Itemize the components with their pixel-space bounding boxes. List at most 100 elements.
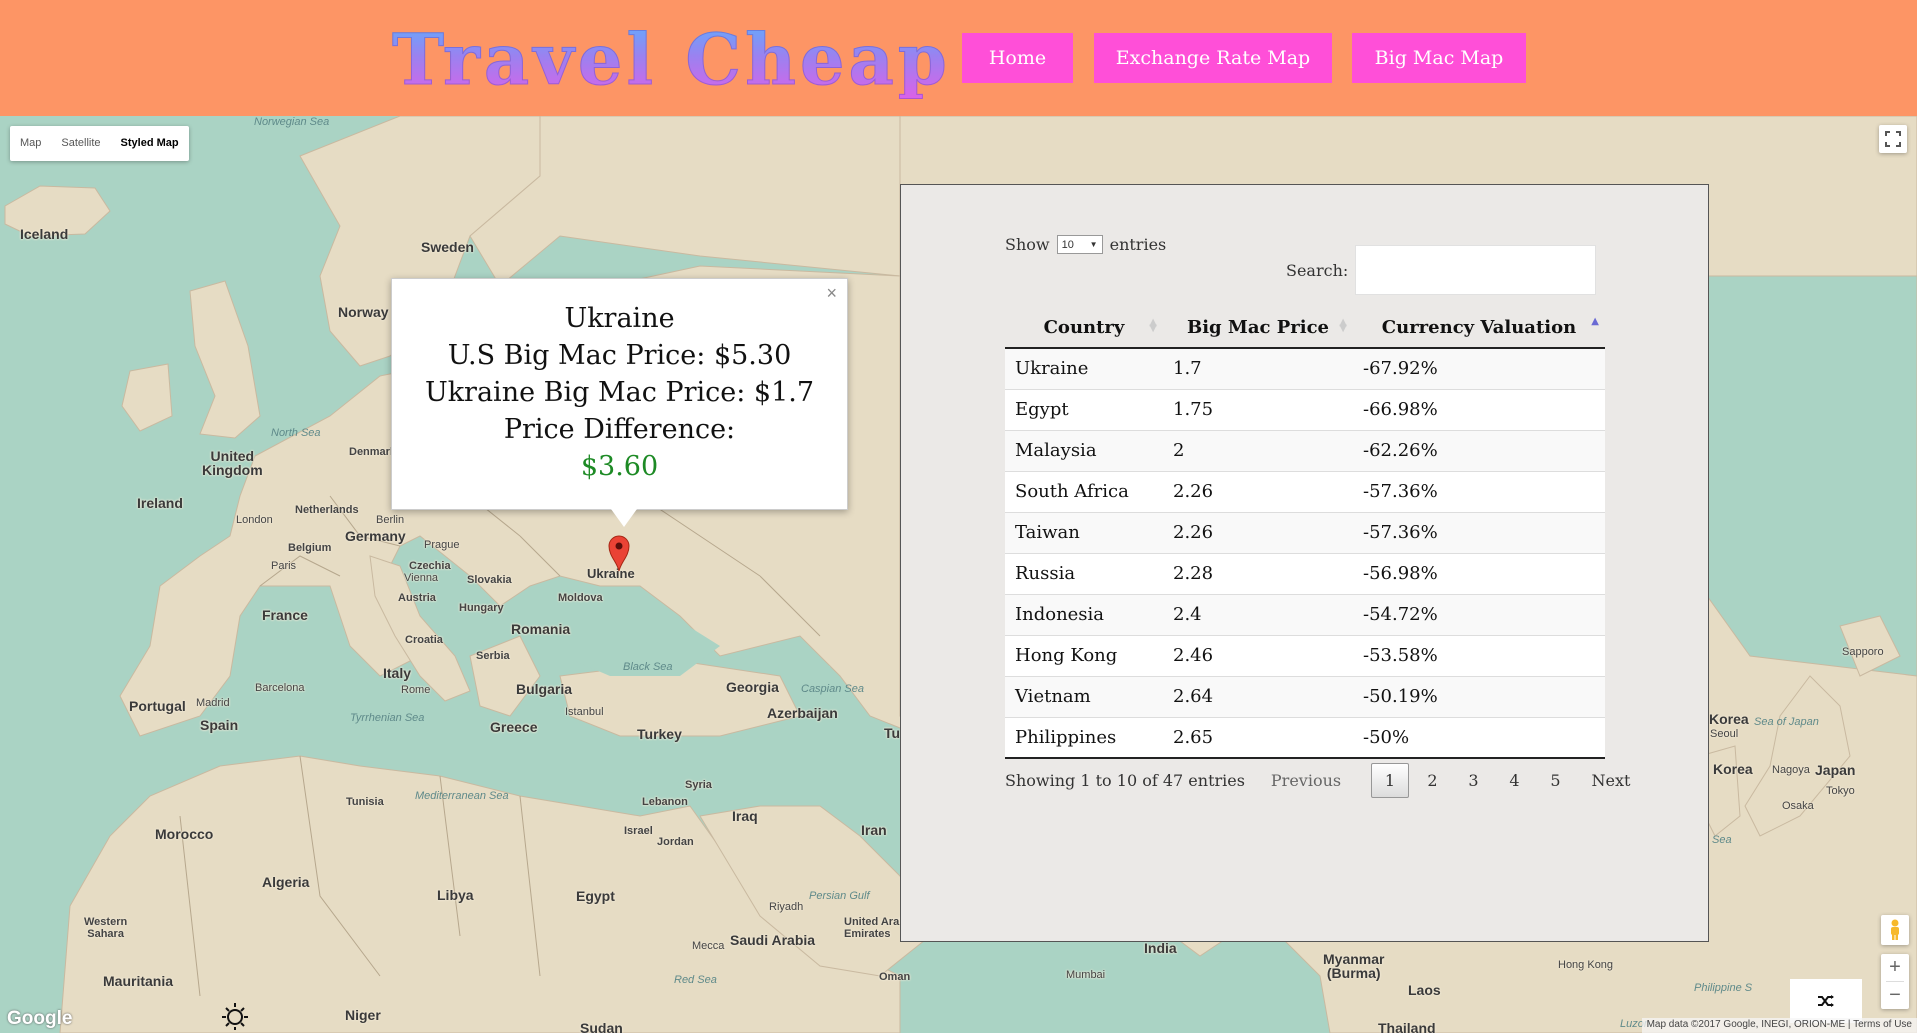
cell-big-mac-price: 2.4 (1163, 593, 1353, 635)
label-iceland: Iceland (20, 226, 69, 242)
label-tokyo: Tokyo (1826, 785, 1855, 797)
info-diff-value: $3.60 (580, 451, 659, 482)
cell-currency-valuation: -54.72% (1353, 593, 1605, 635)
pagination-page-button[interactable]: 5 (1550, 771, 1561, 790)
label-black-sea: Black Sea (623, 661, 673, 673)
pagination-page-button[interactable]: 2 (1427, 771, 1438, 790)
table-row[interactable]: Taiwan 2.26 -57.36% (1005, 511, 1605, 553)
column-header-currency-valuation[interactable]: Currency Valuation ▲ (1353, 307, 1605, 349)
label-saudi-arabia: Saudi Arabia (730, 932, 816, 948)
big-mac-table: Country ▲ ▼ Big Mac Price ▲ ▼ Currency Val… (1005, 307, 1605, 759)
table-row[interactable]: Malaysia 2 -62.26% (1005, 429, 1605, 471)
table-row[interactable]: Vietnam 2.64 -50.19% (1005, 675, 1605, 717)
cell-country: Vietnam (1005, 675, 1163, 717)
label-syria: Syria (685, 779, 712, 791)
cell-big-mac-price: 2.65 (1163, 716, 1353, 759)
table-row[interactable]: Egypt 1.75 -66.98% (1005, 388, 1605, 430)
street-view-pegman[interactable] (1881, 915, 1909, 945)
show-entries: Show 10 ▼ entries (1005, 235, 1166, 254)
table-row[interactable]: Hong Kong 2.46 -53.58% (1005, 634, 1605, 676)
nav-exchange-rate-map-button[interactable]: Exchange Rate Map (1094, 33, 1332, 83)
table-row[interactable]: Indonesia 2.4 -54.72% (1005, 593, 1605, 635)
label-france: France (262, 607, 308, 623)
label-laos: Laos (1408, 982, 1441, 998)
info-us-price: U.S Big Mac Price: $5.30 (447, 340, 792, 371)
entries-per-page-value: 10 (1061, 238, 1074, 251)
column-header-big-mac-price[interactable]: Big Mac Price ▲ ▼ (1163, 307, 1353, 349)
table-row[interactable]: Ukraine 1.7 -67.92% (1005, 347, 1605, 389)
label-nagoya: Nagoya (1772, 764, 1810, 776)
cell-country: Egypt (1005, 388, 1163, 430)
cell-big-mac-price: 1.75 (1163, 388, 1353, 430)
fullscreen-button[interactable] (1879, 125, 1907, 153)
label-georgia: Georgia (726, 679, 779, 695)
column-header-label: Currency Valuation (1381, 316, 1577, 338)
fullscreen-icon (1885, 131, 1901, 147)
table-info: Showing 1 to 10 of 47 entries (1005, 771, 1245, 790)
zoom-out-button[interactable]: − (1889, 984, 1901, 1006)
search-input[interactable] (1355, 245, 1596, 295)
label-persian-gulf: Persian Gulf (809, 890, 870, 902)
cell-country: Indonesia (1005, 593, 1163, 635)
label-mecca: Mecca (692, 940, 725, 952)
cell-country: Ukraine (1005, 347, 1163, 389)
site-logo[interactable]: Travel Cheap (392, 18, 951, 102)
pagination-page-button[interactable]: 1 (1371, 763, 1409, 798)
label-slovakia: Slovakia (467, 574, 512, 586)
column-header-country[interactable]: Country ▲ ▼ (1005, 307, 1163, 349)
label-caspian-sea: Caspian Sea (801, 683, 864, 695)
pagination-page-button[interactable]: 4 (1509, 771, 1520, 790)
label-india: India (1144, 940, 1177, 956)
cell-currency-valuation: -57.36% (1353, 511, 1605, 553)
zoom-control: + − (1881, 954, 1909, 1009)
label-portugal: Portugal (129, 698, 186, 714)
marker-info-window: × Ukraine U.S Big Mac Price: $5.30 Ukrai… (391, 278, 848, 527)
column-header-label: Big Mac Price (1187, 316, 1329, 338)
label-hungary: Hungary (459, 602, 504, 614)
label-turkey: Turkey (637, 726, 682, 742)
nav-big-mac-map-button[interactable]: Big Mac Map (1352, 33, 1526, 83)
pagination-next-button[interactable]: Next (1591, 771, 1631, 790)
info-local-price: Ukraine Big Mac Price: $1.7 (424, 377, 815, 408)
label-sea-fragment: Sea (1712, 834, 1732, 846)
zoom-in-button[interactable]: + (1889, 956, 1901, 978)
label-tyrrhenian-sea: Tyrrhenian Sea (350, 712, 425, 724)
label-sapporo: Sapporo (1842, 646, 1884, 658)
label-italy: Italy (383, 665, 412, 681)
entries-per-page-select[interactable]: 10 ▼ (1056, 235, 1103, 254)
info-country: Ukraine (564, 303, 675, 334)
table-row[interactable]: Russia 2.28 -56.98% (1005, 552, 1605, 594)
label-germany: Germany (345, 528, 406, 544)
label-madrid: Madrid (196, 697, 230, 709)
label-prague: Prague (424, 539, 460, 551)
shuffle-button[interactable] (1790, 979, 1862, 1023)
map-marker-pin[interactable] (608, 534, 630, 576)
map-type-styled-map-button[interactable]: Styled Map (120, 137, 179, 149)
cell-big-mac-price: 2.26 (1163, 511, 1353, 553)
google-logo[interactable]: Google (7, 1008, 73, 1029)
label-algeria: Algeria (262, 874, 310, 890)
cell-big-mac-price: 2.64 (1163, 675, 1353, 717)
map-type-satellite-button[interactable]: Satellite (61, 137, 101, 149)
label-vienna: Vienna (404, 572, 439, 584)
label-tunisia: Tunisia (346, 796, 384, 808)
label-mediterranean-sea: Mediterranean Sea (415, 790, 509, 802)
label-azerbaijan: Azerbaijan (767, 705, 838, 721)
pagination-page-button[interactable]: 3 (1468, 771, 1479, 790)
label-sea-of-japan: Sea of Japan (1754, 716, 1819, 728)
label-jordan: Jordan (657, 836, 694, 848)
nav-home-button[interactable]: Home (962, 33, 1073, 83)
map-attribution[interactable]: Map data ©2017 Google, INEGI, ORION-ME |… (1641, 1018, 1917, 1033)
cell-currency-valuation: -67.92% (1353, 347, 1605, 389)
pagination-previous-button[interactable]: Previous (1270, 771, 1342, 790)
map-type-map-button[interactable]: Map (20, 137, 42, 149)
cell-country: Taiwan (1005, 511, 1163, 553)
label-moldova: Moldova (558, 592, 603, 604)
cell-big-mac-price: 2.26 (1163, 470, 1353, 512)
cell-country: Hong Kong (1005, 634, 1163, 676)
close-icon[interactable]: × (826, 283, 837, 303)
label-oman: Oman (879, 971, 911, 983)
table-row[interactable]: South Africa 2.26 -57.36% (1005, 470, 1605, 512)
cell-currency-valuation: -57.36% (1353, 470, 1605, 512)
table-row[interactable]: Philippines 2.65 -50% (1005, 716, 1605, 759)
